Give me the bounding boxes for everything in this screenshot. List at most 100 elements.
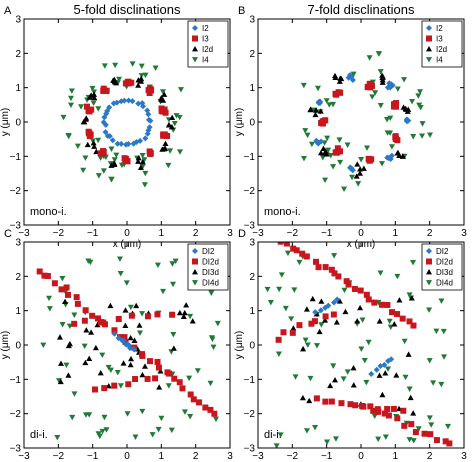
point-i2 [106, 133, 113, 140]
legend-marker-i2 [426, 25, 432, 31]
point-di4d [165, 383, 172, 389]
point-i2 [315, 99, 322, 106]
y-tick-label: −3 [244, 221, 256, 232]
x-tick-label: −2 [287, 228, 299, 239]
point-i4 [410, 134, 417, 140]
point-i2d [91, 94, 98, 101]
x-tick-label: 0 [124, 451, 130, 462]
point-di4d [210, 344, 217, 351]
point-i4 [113, 152, 120, 159]
legend-label: I4 [436, 56, 443, 65]
point-i4 [304, 132, 311, 139]
point-di2 [331, 299, 338, 306]
point-di4d [304, 342, 311, 348]
point-di2d [412, 429, 419, 436]
point-di2 [388, 356, 395, 363]
y-tick-label: −2 [244, 409, 256, 420]
point-di3d [86, 355, 93, 362]
point-di4d [377, 270, 384, 276]
point-i2d [84, 141, 91, 148]
point-di3d [332, 377, 339, 383]
point-i2d [90, 139, 97, 146]
point-di2d [277, 242, 284, 245]
point-di4d [426, 415, 433, 421]
point-di2d [139, 352, 146, 359]
point-i4 [426, 132, 433, 138]
point-i2 [145, 116, 152, 123]
plot-area [264, 242, 453, 448]
point-i4 [138, 63, 145, 69]
point-di4d [365, 339, 372, 346]
point-di2d [41, 272, 48, 279]
point-i4 [349, 174, 356, 181]
point-di3d [342, 308, 349, 315]
point-di4d [160, 288, 167, 295]
legend-label: I2d [436, 45, 447, 54]
point-di4d [116, 256, 123, 262]
point-i2d [139, 158, 146, 165]
point-di4d [207, 380, 214, 387]
x-tick-label: 2 [427, 451, 433, 462]
point-di4d [363, 379, 370, 386]
x-tick-label: 1 [393, 451, 399, 462]
point-i2d [135, 82, 142, 88]
point-di2d [367, 403, 374, 410]
point-i2d [137, 164, 144, 171]
point-di2d [303, 253, 310, 260]
point-di3d [393, 372, 400, 378]
y-tick-label: 2 [15, 49, 21, 60]
point-di4d [438, 381, 445, 388]
point-di4d [277, 432, 284, 438]
point-di2d [73, 294, 80, 301]
point-di4d [87, 259, 94, 266]
point-di4d [410, 260, 417, 266]
x-tick-label: 2 [193, 228, 199, 239]
point-di2d [312, 258, 319, 265]
y-tick-label: −1 [10, 152, 22, 163]
point-di3d [57, 378, 64, 385]
point-i4 [369, 94, 376, 100]
point-i3 [334, 145, 341, 152]
point-i2 [387, 155, 394, 162]
point-di2d [95, 315, 102, 322]
point-i4 [378, 161, 385, 167]
point-i3 [100, 86, 107, 93]
y-tick-label: 2 [249, 272, 255, 283]
point-di2d [374, 406, 381, 413]
point-di4d [136, 330, 143, 336]
point-i2 [313, 137, 320, 144]
point-di2d [122, 339, 129, 346]
y-tick-label: −2 [10, 186, 22, 197]
point-i4 [415, 93, 422, 99]
point-di4d [63, 362, 70, 368]
point-di2d [144, 375, 151, 382]
point-i4 [129, 61, 136, 67]
chart-title: 5-fold disclinations [74, 2, 181, 17]
x-tick-label: −3 [18, 228, 30, 239]
point-di3d [127, 334, 134, 341]
point-di2 [111, 330, 118, 337]
point-di2 [317, 307, 324, 314]
y-tick-label: 0 [15, 341, 21, 352]
point-i2d [396, 152, 403, 158]
legend-marker-i2 [192, 25, 198, 31]
point-di4d [208, 290, 215, 296]
panel-letter: B [238, 5, 245, 17]
point-di4d [59, 276, 66, 282]
point-di3d [379, 391, 386, 398]
point-i4 [419, 133, 426, 139]
point-di3d [88, 329, 95, 335]
point-di3d [58, 360, 65, 366]
point-i3 [83, 103, 90, 110]
point-di2d [410, 322, 417, 329]
point-i4 [401, 77, 408, 83]
x-tick-label: 3 [461, 228, 467, 239]
point-di3d [299, 394, 306, 401]
x-tick-label: 2 [427, 228, 433, 239]
panel-letter: C [4, 228, 12, 240]
point-i4 [177, 149, 184, 155]
point-i4 [112, 62, 119, 69]
point-di2d [408, 421, 415, 428]
legend-label: DI4d [436, 279, 453, 288]
